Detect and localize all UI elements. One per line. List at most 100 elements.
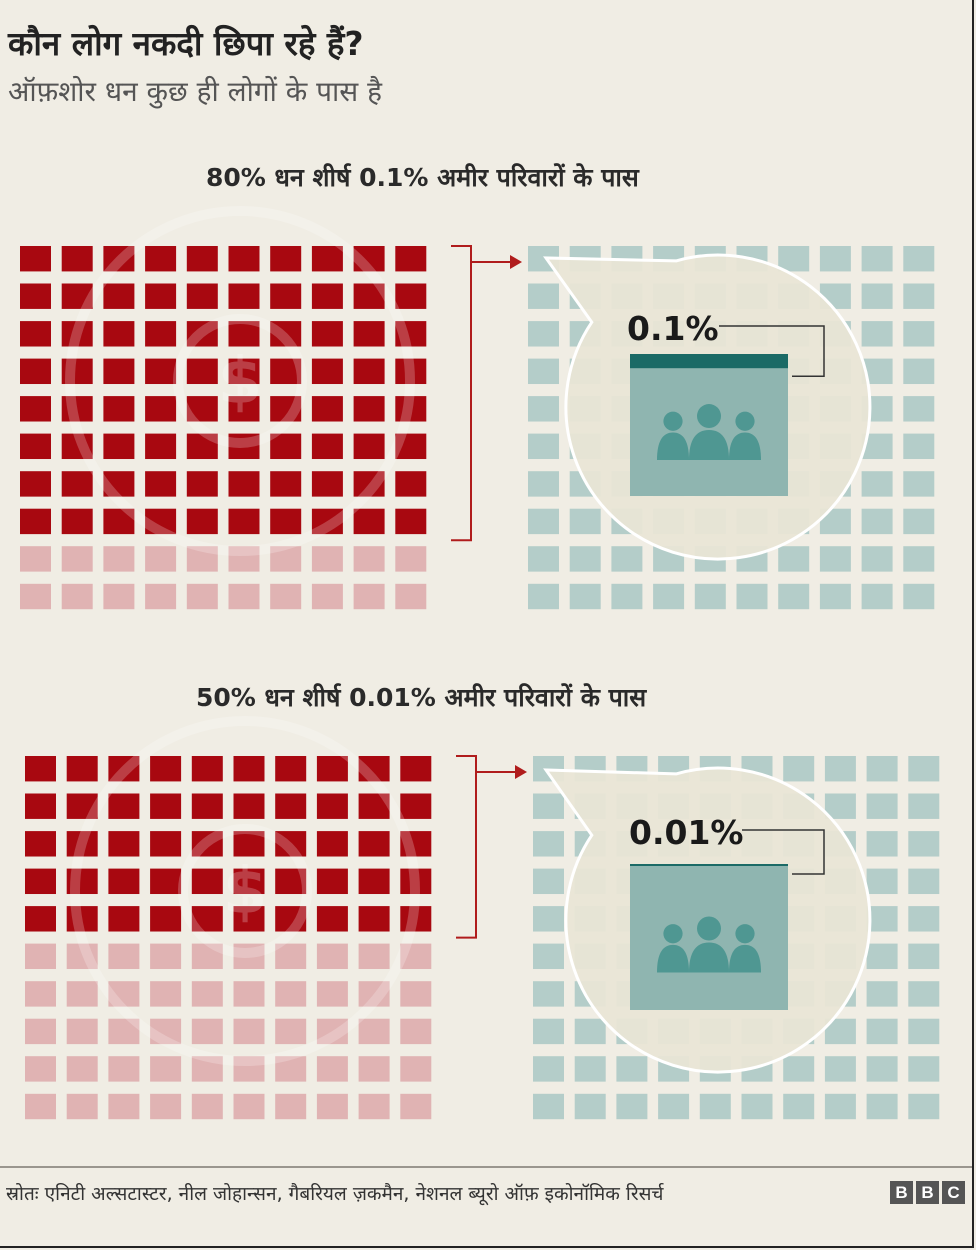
wealth-cell [61,583,93,610]
wealth-cell-highlighted [353,471,385,497]
wealth-cell-highlighted [108,831,140,857]
wealth-cell [270,583,302,610]
wealth-cell-highlighted [191,868,223,895]
wealth-cell [228,546,260,572]
logo-letter: B [890,1181,913,1204]
wealth-cell [150,1093,182,1120]
wealth-cell-highlighted [145,508,177,535]
household-cell [574,1093,606,1120]
footer-divider [0,1166,972,1168]
household-cell [866,943,898,970]
wealth-cell-highlighted [25,756,56,782]
wealth-cell-highlighted [145,396,177,422]
wealth-cell-highlighted [25,831,56,857]
wealth-cell [20,546,51,572]
wealth-cell-highlighted [228,246,260,272]
person-body [657,432,689,461]
household-cell [528,546,559,572]
wealth-cell-highlighted [395,471,427,497]
wealth-cell [275,1018,307,1045]
wealth-cell-highlighted [353,433,385,460]
callout-percent-label: 0.1% [627,309,719,348]
wealth-cell-highlighted [103,471,135,497]
household-cell [824,1056,856,1082]
household-cell [861,471,893,497]
wealth-cell [191,981,223,1007]
wealth-cell-highlighted [275,793,307,819]
wealth-cell-highlighted [108,756,140,782]
wealth-cell-highlighted [275,906,307,932]
wealth-cell [103,583,135,610]
coin-outline [65,206,415,556]
wealth-cell-highlighted [186,246,218,272]
person-body [729,944,761,973]
household-cell [569,546,601,572]
waffle-panel-2: $0.01% [25,716,940,1120]
wealth-cell-highlighted [270,358,302,385]
wealth-cell [150,981,182,1007]
household-cell [653,583,685,610]
wealth-cell-highlighted [353,358,385,385]
wealth-cell-highlighted [145,283,177,309]
household-cell [533,1018,564,1045]
wealth-cell-highlighted [103,283,135,309]
wealth-cell-highlighted [108,793,140,819]
wealth-cell [150,1056,182,1082]
wealth-cell [358,981,390,1007]
household-cell [903,508,935,535]
callout-leader-line [742,829,825,875]
wealth-cell [25,1093,56,1120]
wealth-cell [233,1093,265,1120]
household-cell [866,831,898,857]
wealth-cell-highlighted [25,906,56,932]
household-cell [866,868,898,895]
wealth-cell-highlighted [150,793,182,819]
wealth-cell-highlighted [233,793,265,819]
wealth-cell-highlighted [61,283,93,309]
wealth-cell [108,981,140,1007]
household-cell [574,1056,606,1082]
household-cell [819,583,851,610]
household-cell [903,396,935,422]
household-cell [778,583,810,610]
person-head [697,404,721,429]
wealth-cell [66,1018,98,1045]
wealth-cell-highlighted [186,433,218,460]
household-cell [528,583,559,610]
wealth-cell-highlighted [275,756,307,782]
wealth-cell [20,583,51,610]
waffle-charts: $0.1% $0.01% [20,206,940,1120]
household-cell [824,793,856,819]
panel-2-title: 50% धन शीर्ष 0.01% अमीर परिवारों के पास [196,683,647,712]
wealth-cell-highlighted [400,831,432,857]
wealth-cell-highlighted [191,793,223,819]
page-title: कौन लोग नकदी छिपा रहे हैं? [8,24,364,63]
wealth-cell-highlighted [61,321,93,347]
wealth-cell-highlighted [395,433,427,460]
wealth-cell-highlighted [61,358,93,385]
household-cell [533,793,564,819]
panel-1-title: 80% धन शीर्ष 0.1% अमीर परिवारों के पास [206,163,639,192]
wealth-cell-highlighted [316,793,348,819]
person-body [689,942,729,973]
wealth-cell [103,546,135,572]
wealth-cell [270,546,302,572]
coin-inner-ring [173,314,307,448]
page-subtitle: ऑफ़शोर धन कुछ ही लोगों के पास है [8,75,382,108]
wealth-cell-highlighted [145,358,177,385]
wealth-cell-highlighted [358,906,390,932]
wealth-cell-highlighted [61,246,93,272]
household-cell [908,906,940,932]
wealth-cell [145,546,177,572]
wealth-cell-highlighted [311,321,343,347]
wealth-bracket [456,755,477,939]
household-cell [569,583,601,610]
wealth-cell-highlighted [395,396,427,422]
household-cell [861,508,893,535]
wealth-cell [191,1093,223,1120]
wealth-cell-highlighted [191,831,223,857]
dollar-coin-icon: $ [65,206,415,556]
wealth-cell [150,1018,182,1045]
household-cell [908,793,940,819]
wealth-cell [25,981,56,1007]
